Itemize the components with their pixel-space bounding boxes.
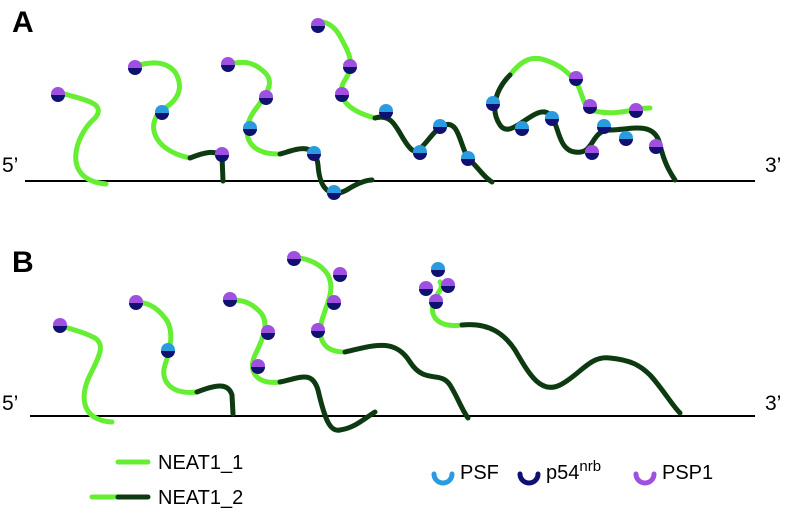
psf-p54nrb-complex [431, 262, 445, 277]
psp1-p54nrb-complex [311, 18, 325, 33]
panel-a: A 5’ 3’ [2, 6, 781, 200]
psf-p54nrb-complex [545, 111, 559, 126]
legend-neat1-1-label: NEAT1_1 [158, 452, 243, 474]
panel-a-label: A [12, 6, 34, 39]
psp1-p54nrb-complex [629, 103, 643, 118]
psp1-p54nrb-complex [251, 359, 265, 374]
psp1-p54nrb-complex [223, 292, 237, 307]
psp1-p54nrb-complex [128, 60, 142, 75]
psp1-p54nrb-complex [429, 294, 443, 309]
legend-p54nrb: p54nrb [517, 458, 601, 486]
psf-p54nrb-complex [597, 119, 611, 134]
neat1-transcript-dark [277, 146, 375, 196]
psf-p54nrb-complex [307, 146, 321, 161]
neat1-transcript-light [225, 59, 283, 157]
panel-b: B 5’ 3’ [2, 246, 781, 433]
legend-psf-label: PSF [460, 462, 499, 484]
legend-p54nrb-label: p54nrb [546, 458, 601, 484]
legend-psp1: PSP1 [633, 462, 713, 486]
psf-p54nrb-complex [327, 185, 341, 200]
legend-neat1-2: NEAT1_2 [89, 487, 243, 509]
protein-complexes-panel-b [53, 251, 455, 374]
psf-p54nrb-complex [461, 151, 475, 166]
psp1-p54nrb-complex [261, 325, 275, 340]
psf-p54nrb-complex [243, 121, 257, 136]
psf-icon [431, 471, 455, 486]
psp1-p54nrb-complex [335, 87, 349, 102]
psp1-p54nrb-complex [327, 295, 341, 310]
legend-psf: PSF [431, 462, 499, 486]
neat1-transcript-light [132, 60, 193, 161]
psp1-p54nrb-complex [583, 99, 597, 114]
psf-p54nrb-complex [413, 145, 427, 160]
psf-p54nrb-complex [433, 119, 447, 134]
psp1-p54nrb-complex [419, 281, 433, 296]
legend: NEAT1_1 NEAT1_2 PSF p54nrb PSP1 [89, 452, 713, 509]
psf-p54nrb-complex [619, 131, 633, 146]
psp1-p54nrb-complex [287, 251, 301, 266]
psp1-p54nrb-complex [215, 147, 229, 162]
neat1-1-transcript [57, 89, 109, 187]
psf-p54nrb-complex [379, 104, 393, 119]
psp1-p54nrb-complex [649, 139, 663, 154]
panel-a-five-prime-label: 5’ [2, 154, 18, 177]
psp1-icon [633, 471, 657, 486]
psp1-p54nrb-complex [585, 145, 599, 160]
neat1-transcript-dark [459, 322, 683, 416]
panel-b-five-prime-label: 5’ [2, 392, 18, 415]
neat1-transcript-dark [194, 383, 236, 417]
legend-psp1-label: PSP1 [662, 462, 713, 484]
psp1-p54nrb-complex [333, 267, 347, 282]
p54nrb-icon [517, 471, 541, 486]
psp1-p54nrb-complex [129, 295, 143, 310]
legend-neat1-2-label: NEAT1_2 [158, 487, 243, 509]
psp1-p54nrb-complex [441, 278, 455, 293]
neat1-transcript-light [289, 254, 348, 355]
psp1-p54nrb-complex [569, 71, 583, 86]
psp1-p54nrb-complex [221, 57, 235, 72]
psf-p54nrb-complex [486, 96, 500, 111]
psp1-p54nrb-complex [311, 323, 325, 338]
legend-neat1-1: NEAT1_1 [115, 452, 243, 474]
psp1-p54nrb-complex [51, 87, 65, 102]
psp1-p54nrb-complex [259, 90, 273, 105]
psp1-p54nrb-complex [53, 318, 67, 333]
neat1-transcript-dark [342, 342, 471, 421]
psf-p54nrb-complex [155, 105, 169, 120]
neat1-transcript-light [132, 299, 200, 395]
protein-complexes-panel-a [51, 18, 663, 200]
neat1-transcript-light [507, 55, 653, 116]
panel-a-three-prime-label: 3’ [765, 154, 781, 177]
psf-p54nrb-complex [161, 343, 175, 358]
neat1-transcript-dark [277, 374, 378, 433]
psf-p54nrb-complex [515, 121, 529, 136]
panel-b-three-prime-label: 3’ [765, 392, 781, 415]
neat1-1-transcript [55, 321, 115, 425]
panel-b-label: B [12, 246, 34, 279]
psp1-p54nrb-complex [343, 59, 357, 74]
